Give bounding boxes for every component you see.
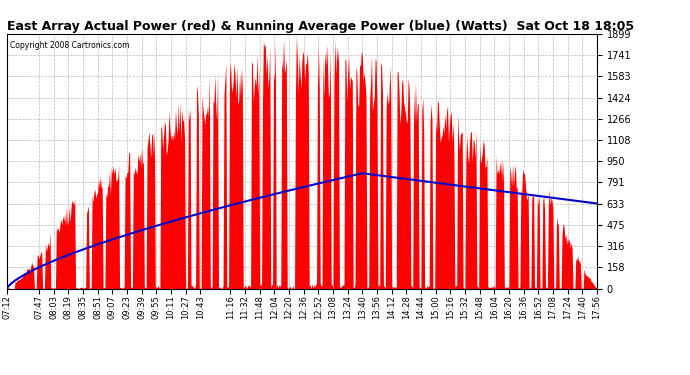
Text: Copyright 2008 Cartronics.com: Copyright 2008 Cartronics.com	[10, 41, 129, 50]
Text: East Array Actual Power (red) & Running Average Power (blue) (Watts)  Sat Oct 18: East Array Actual Power (red) & Running …	[7, 20, 634, 33]
